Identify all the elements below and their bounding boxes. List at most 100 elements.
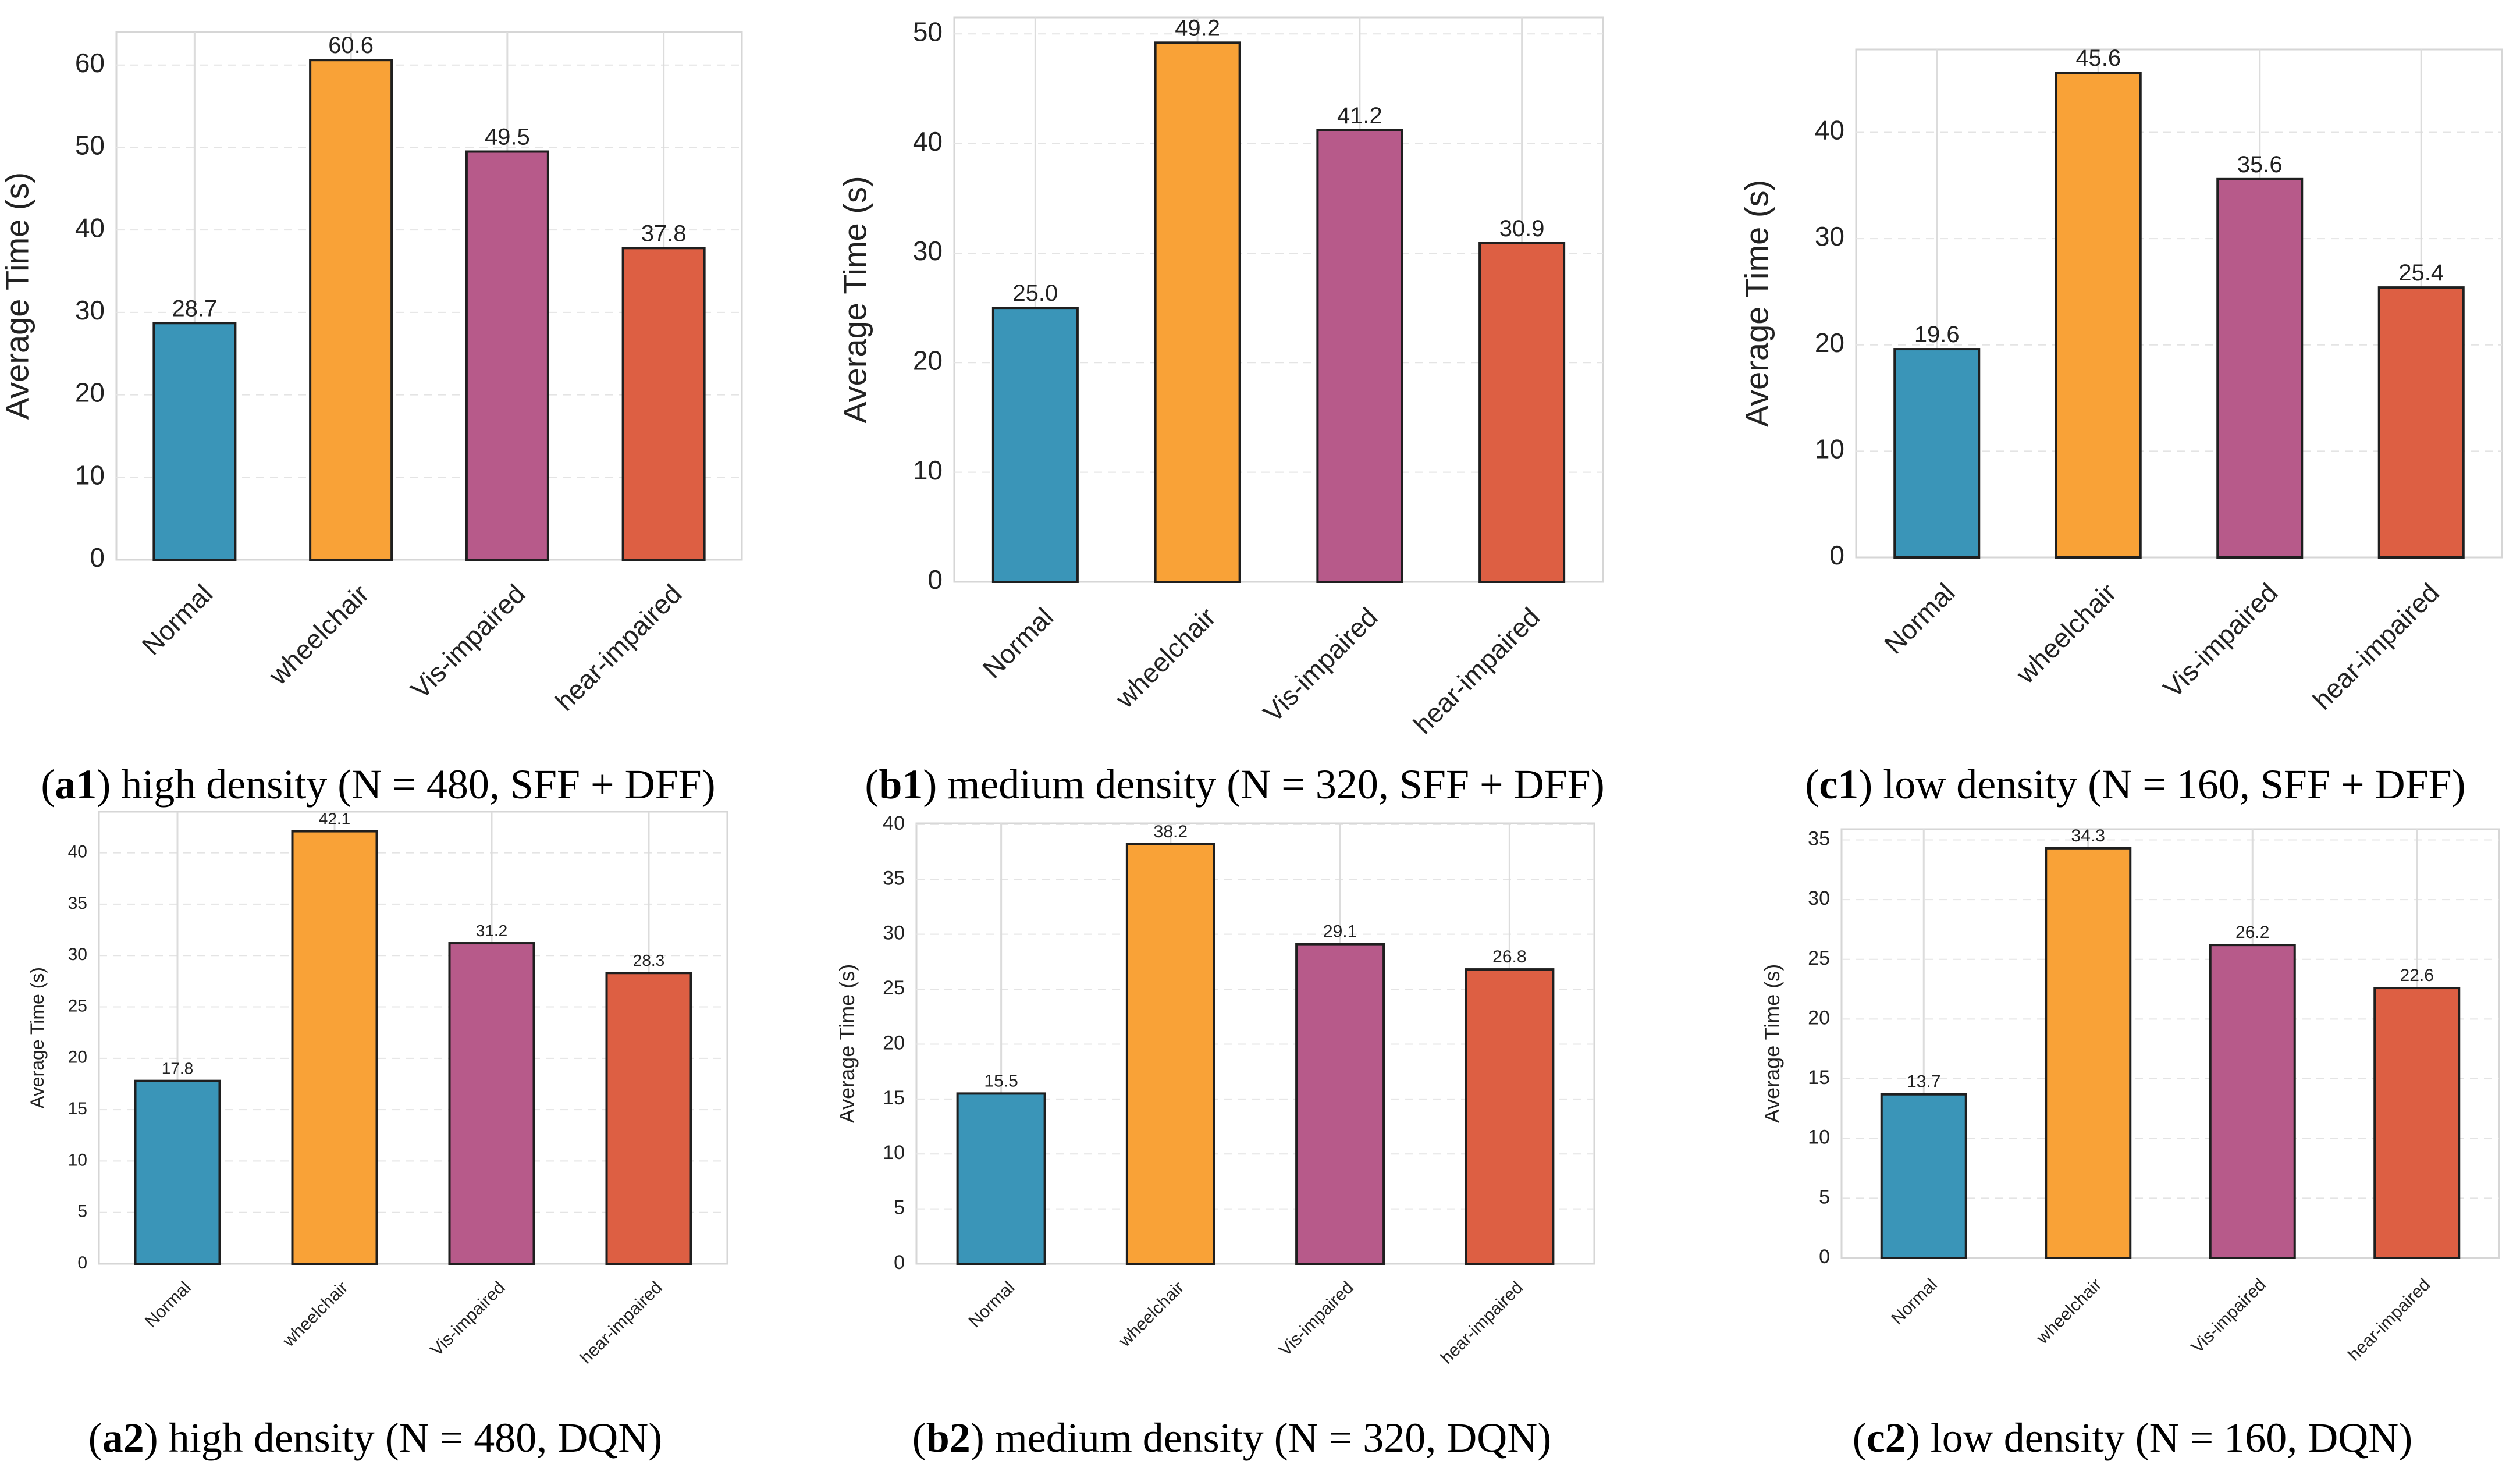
- chart-a2: 0 5 10 15 20 25 30 35 40 17.8 Normal 42.1 wheelchair…: [27, 810, 728, 1368]
- plot-frame: [1840, 828, 2500, 1259]
- bar-vis-impaired: [2209, 944, 2296, 1259]
- plot-frame: [953, 16, 1604, 583]
- caption-paren: (: [865, 761, 879, 808]
- chart-b2: 0 5 10 15 20 25 30 35 40 15.5 Normal 38.2 wheelchair…: [835, 812, 1595, 1368]
- bar-hear-impaired: [1478, 242, 1566, 583]
- y-tick-label: 40: [1815, 115, 1844, 145]
- caption-text: low density (N = 160, DQN): [1931, 1414, 2413, 1461]
- caption-text: high density (N = 480, DQN): [169, 1414, 663, 1461]
- y-tick-label: 25: [68, 996, 87, 1015]
- y-tick-label: 40: [913, 126, 943, 157]
- data-label: 42.1: [319, 810, 351, 828]
- x-tick-label: Normal: [1878, 577, 1961, 660]
- data-label: 60.6: [328, 33, 374, 58]
- caption-id: c1: [1819, 761, 1858, 808]
- data-label: 22.6: [2400, 966, 2434, 985]
- x-tick-label: wheelchair: [1115, 1278, 1188, 1350]
- data-label: 26.8: [1492, 947, 1526, 966]
- caption-text: high density (N = 480, SFF + DFF): [121, 761, 715, 808]
- x-tick-label: hear-impaired: [576, 1278, 666, 1367]
- bar-wheelchair: [2045, 847, 2132, 1259]
- data-label: 38.2: [1154, 822, 1188, 841]
- bar-wheelchair: [1154, 41, 1241, 584]
- caption-paren: ): [923, 761, 947, 808]
- data-label: 35.6: [2237, 152, 2283, 177]
- data-label: 29.1: [1323, 922, 1357, 941]
- y-tick-label: 20: [1815, 328, 1844, 358]
- x-tick-label: hear-impaired: [1407, 602, 1545, 740]
- y-tick-label: 40: [68, 843, 87, 862]
- x-tick-label: wheelchair: [279, 1278, 351, 1350]
- caption-paren: (: [88, 1414, 102, 1461]
- y-tick-label: 25: [1808, 947, 1830, 969]
- y-tick-label: 5: [1819, 1186, 1830, 1208]
- bar-normal: [956, 1092, 1046, 1266]
- y-tick-label: 0: [894, 1252, 905, 1274]
- y-axis-label: Average Time (s): [0, 172, 35, 420]
- data-label: 31.2: [476, 922, 508, 940]
- x-tick-label: hear-impaired: [549, 578, 687, 716]
- bar-hear-impaired: [2377, 286, 2465, 559]
- chart-b1: 0 10 20 30 40 50 25.0 Normal 49.2 wheelchair 41.2 V…: [836, 15, 1604, 740]
- y-tick-label: 10: [68, 1150, 87, 1170]
- bar-vis-impaired: [2216, 177, 2304, 559]
- caption-id: c2: [1867, 1414, 1906, 1461]
- plot-frame: [115, 31, 743, 561]
- bar-hear-impaired: [1465, 968, 1555, 1266]
- bar-normal: [991, 307, 1079, 583]
- y-tick-label: 0: [1829, 540, 1844, 570]
- bar-wheelchair: [309, 59, 393, 561]
- y-tick-label: 10: [913, 455, 943, 485]
- data-label: 34.3: [2071, 826, 2105, 845]
- x-tick-label: Vis-impaired: [427, 1278, 509, 1360]
- x-tick-label: Normal: [141, 1278, 195, 1331]
- caption-paren: ): [1906, 1414, 1931, 1461]
- bar-wheelchair: [2055, 72, 2142, 559]
- captions: (a1) high density (N = 480, SFF + DFF) (b…: [41, 761, 2465, 1461]
- bar-hear-impaired: [605, 972, 692, 1265]
- data-label: 49.5: [485, 124, 530, 150]
- y-tick-label: 0: [1819, 1246, 1830, 1268]
- caption-paren: (: [1805, 761, 1819, 808]
- x-tick-label: wheelchair: [2010, 577, 2122, 689]
- y-axis-label: Average Time (s): [1760, 964, 1784, 1123]
- x-tick-label: hear-impaired: [2307, 577, 2445, 715]
- data-label: 17.8: [162, 1060, 194, 1078]
- caption-id: a1: [55, 761, 97, 808]
- data-label: 15.5: [984, 1071, 1018, 1090]
- caption-a1: (a1) high density (N = 480, SFF + DFF): [41, 761, 715, 808]
- caption-a2: (a2) high density (N = 480, DQN): [88, 1414, 663, 1461]
- y-tick-label: 30: [913, 236, 943, 266]
- y-tick-label: 20: [68, 1048, 87, 1067]
- caption-text: medium density (N = 320, DQN): [995, 1414, 1552, 1461]
- x-tick-label: Vis-impaired: [405, 578, 531, 705]
- y-tick-label: 35: [883, 867, 905, 889]
- y-tick-label: 40: [75, 212, 105, 243]
- x-tick-label: Normal: [136, 578, 219, 661]
- panels: 010203040506028.7Normal60.6wheelchair49.…: [0, 15, 2503, 1368]
- x-tick-label: Vis-impaired: [1275, 1278, 1357, 1360]
- x-tick-label: Vis-impaired: [1257, 602, 1384, 728]
- y-tick-label: 30: [1808, 887, 1830, 909]
- y-axis-label: Average Time (s): [835, 964, 859, 1123]
- bar-vis-impaired: [1295, 943, 1385, 1265]
- y-tick-label: 20: [75, 378, 105, 408]
- y-tick-label: 30: [883, 922, 905, 944]
- y-tick-label: 25: [883, 977, 905, 999]
- x-tick-label: Normal: [977, 602, 1060, 684]
- data-label: 25.0: [1012, 280, 1058, 306]
- x-tick-label: Normal: [1888, 1275, 1941, 1328]
- bar-hear-impaired: [621, 247, 706, 561]
- data-label: 30.9: [1499, 216, 1545, 241]
- caption-c1: (c1) low density (N = 160, SFF + DFF): [1805, 761, 2465, 808]
- y-tick-label: 10: [75, 460, 105, 490]
- caption-paren: (: [1853, 1414, 1867, 1461]
- chart-c1: 0 10 20 30 40 19.6 Normal 45.6 wheelchair 35.6 Vis…: [1738, 45, 2503, 716]
- bar-vis-impaired: [448, 942, 535, 1265]
- x-tick-label: Vis-impaired: [2158, 577, 2284, 703]
- y-axis-label: Average Time (s): [1738, 180, 1775, 427]
- data-label: 13.7: [1907, 1072, 1940, 1092]
- caption-text: low density (N = 160, SFF + DFF): [1883, 761, 2465, 808]
- y-tick-label: 5: [894, 1197, 905, 1219]
- x-tick-label: Vis-impaired: [2188, 1275, 2270, 1357]
